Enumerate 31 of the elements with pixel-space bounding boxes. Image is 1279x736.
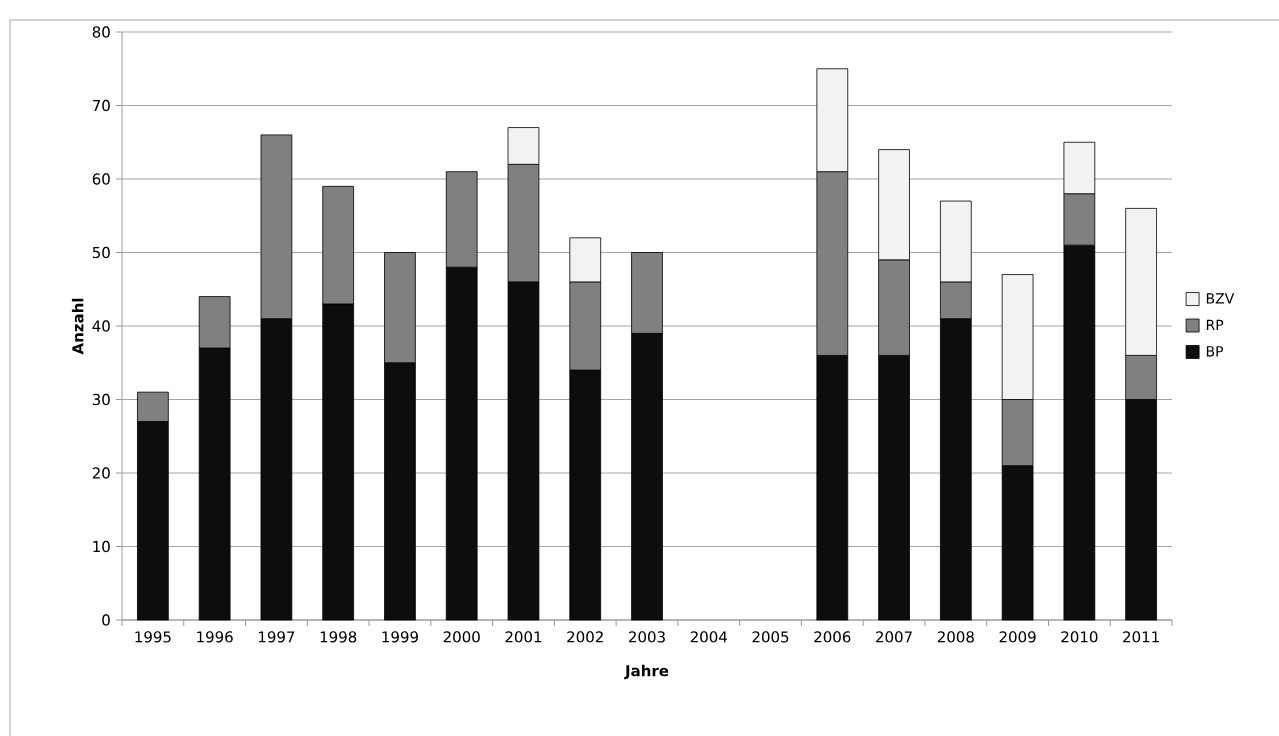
y-tick-label: 30 <box>92 393 110 406</box>
legend-label: BP <box>1206 346 1224 357</box>
x-tick-label: 2002 <box>567 631 603 643</box>
x-tick-label: 1998 <box>320 631 357 643</box>
x-tick-label: 2010 <box>1061 631 1098 643</box>
y-tick-label: 0 <box>102 614 110 626</box>
legend-label: BZV <box>1206 293 1235 304</box>
y-tick-label: 70 <box>92 99 110 112</box>
x-tick-label: 2008 <box>937 631 974 643</box>
x-tick-label: 2000 <box>443 631 480 643</box>
x-axis-title: Jahre <box>624 664 669 680</box>
x-tick-label: 2007 <box>876 631 912 643</box>
x-tick-label: 2003 <box>629 631 665 643</box>
x-tick-label: 2005 <box>752 631 789 643</box>
x-tick-label: 2006 <box>814 631 851 643</box>
x-tick-label: 1999 <box>382 631 418 643</box>
y-tick-label: 60 <box>92 173 110 185</box>
y-tick-label: 50 <box>92 246 110 259</box>
y-tick-label: 40 <box>92 320 110 332</box>
x-tick-label: 1997 <box>258 631 295 643</box>
x-tick-label: 2009 <box>999 631 1036 643</box>
x-tick-label: 1995 <box>135 631 171 643</box>
x-tick-label: 2004 <box>690 631 728 643</box>
y-tick-label: 80 <box>92 26 110 38</box>
x-tick-label: 1996 <box>197 631 233 643</box>
y-axis-title: Anzahl <box>71 298 84 355</box>
y-tick-label: 20 <box>92 467 110 479</box>
y-tick-label: 10 <box>93 540 110 553</box>
x-tick-label: 2001 <box>505 631 542 643</box>
legend-label: RP <box>1206 319 1224 330</box>
x-tick-label: 2011 <box>1123 631 1159 643</box>
